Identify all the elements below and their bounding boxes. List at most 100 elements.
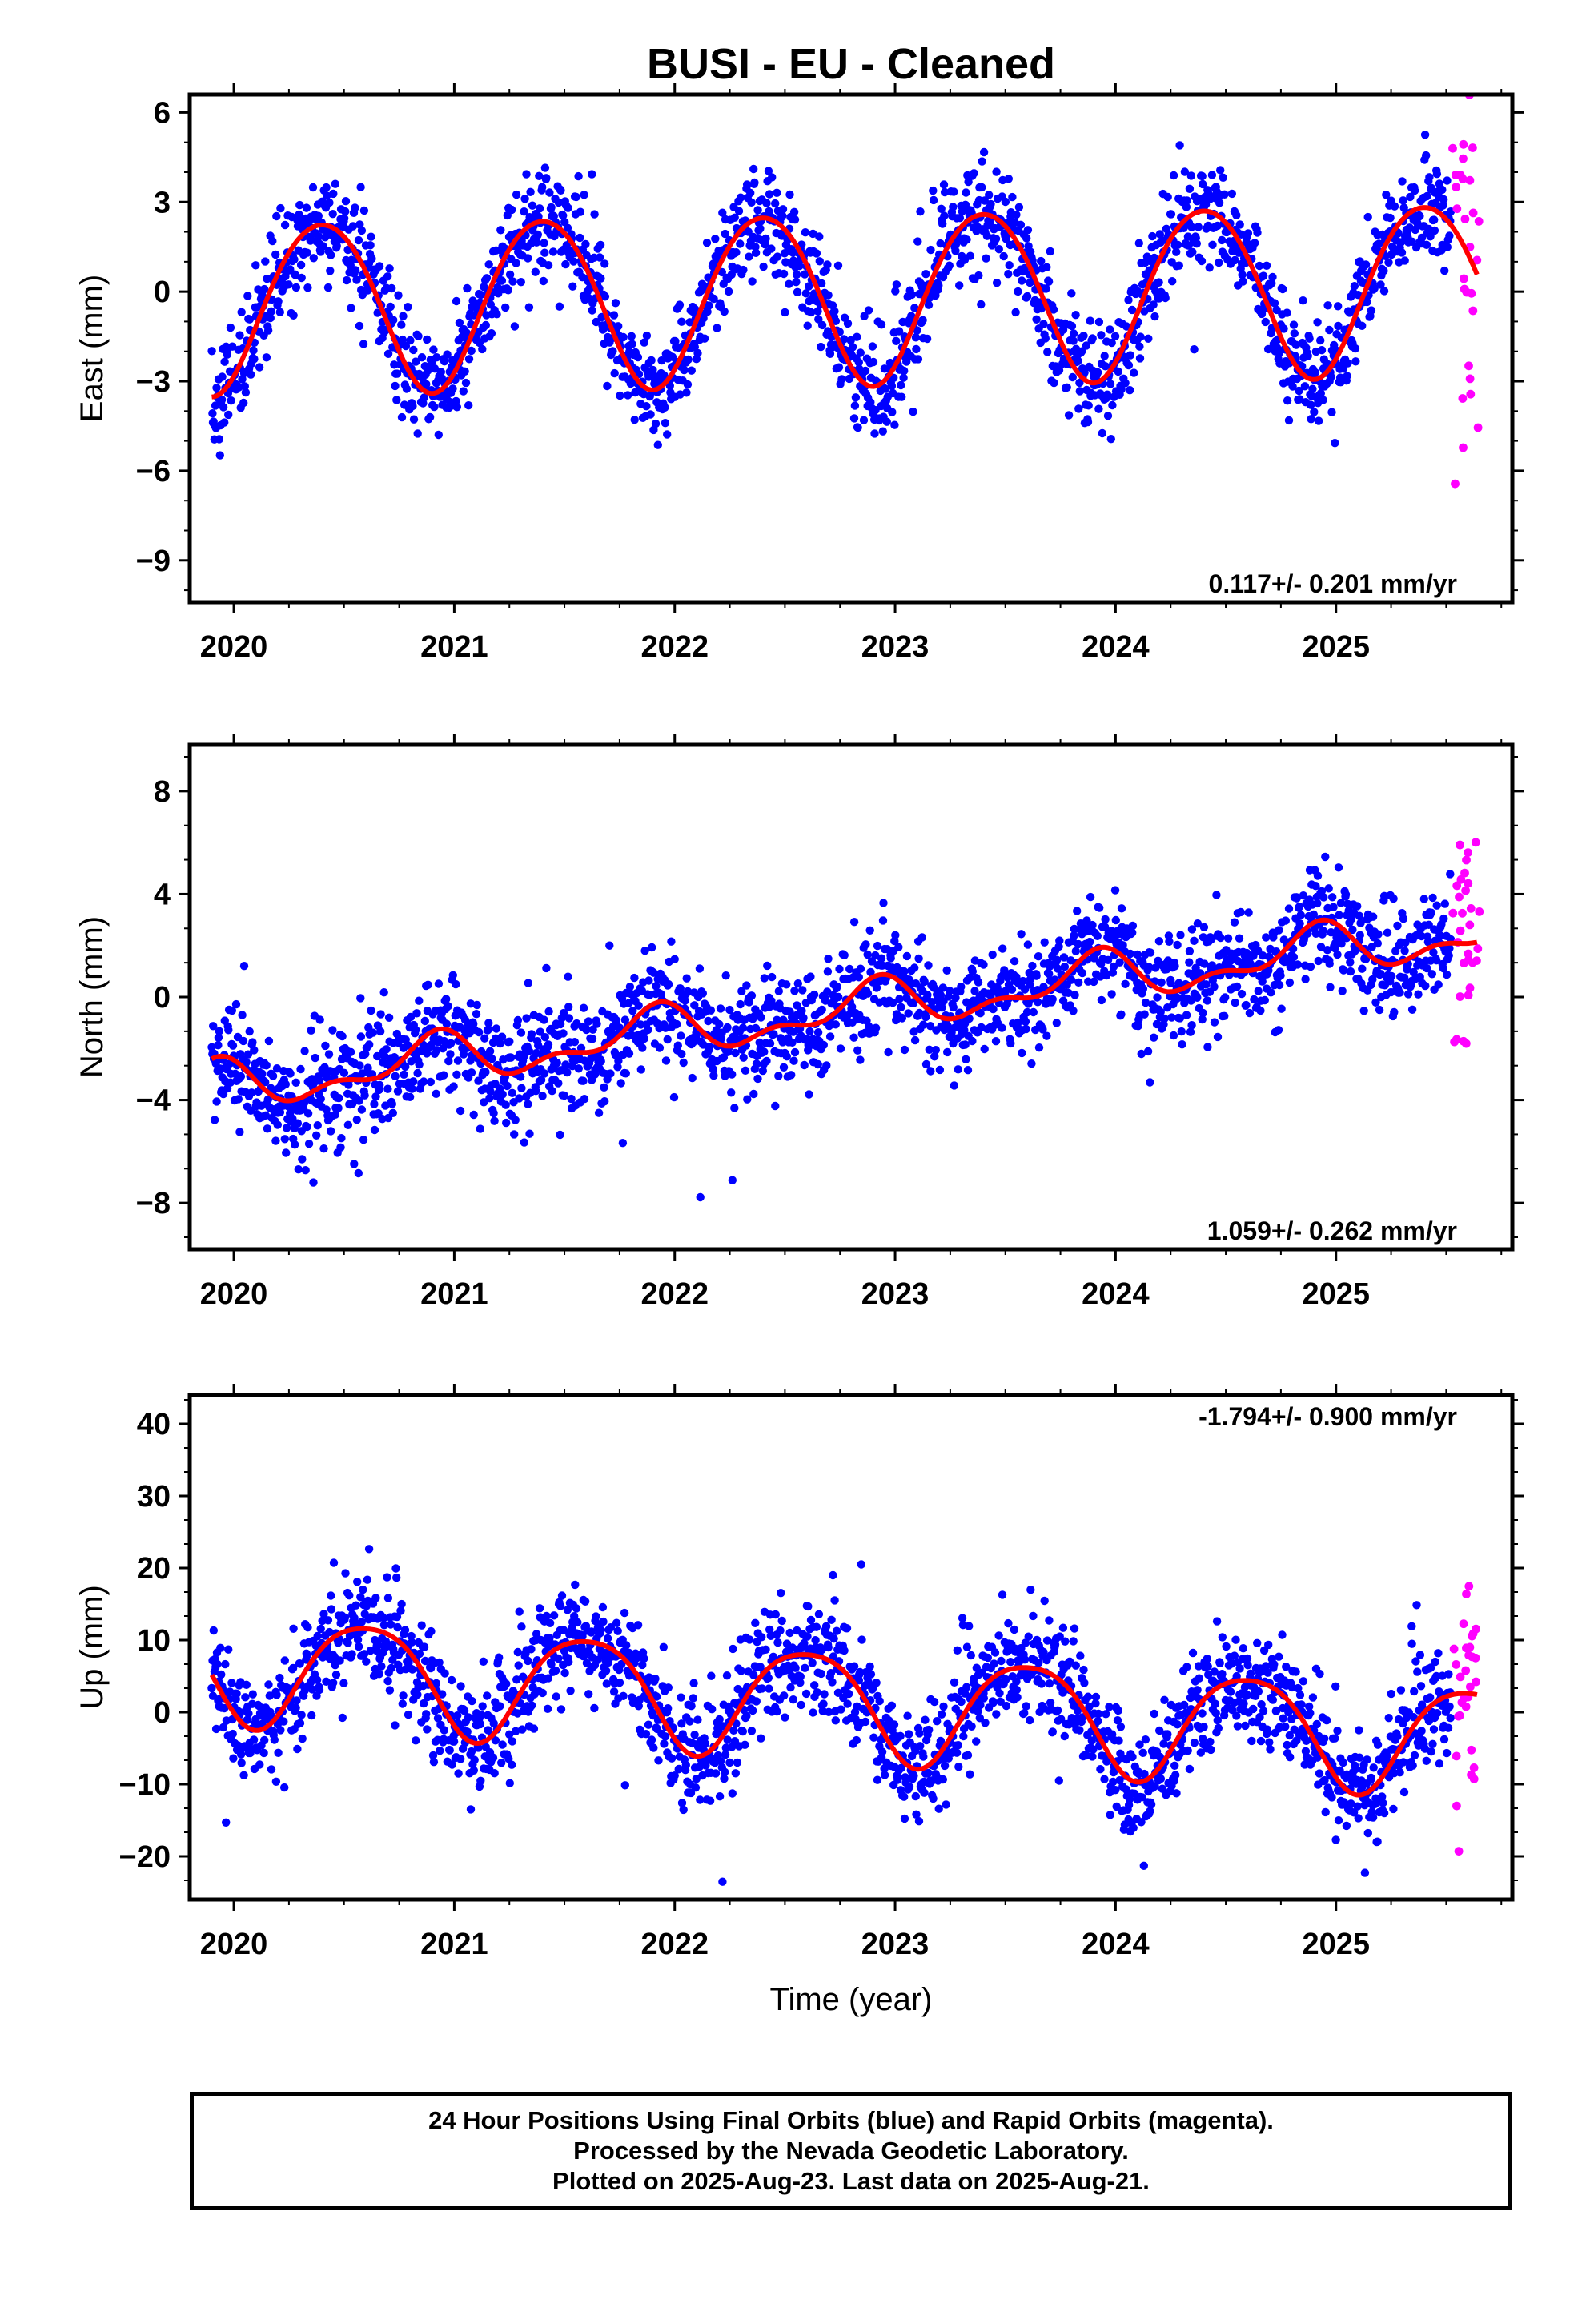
east-final-point (533, 230, 542, 239)
north-final-point (1335, 911, 1343, 919)
up-final-point (554, 1654, 563, 1663)
up-final-point (267, 1765, 276, 1774)
north-final-point (910, 963, 919, 972)
north-final-point (263, 1095, 272, 1104)
east-final-point (1194, 223, 1203, 231)
up-final-point (502, 1679, 511, 1688)
north-final-point (1066, 975, 1076, 984)
north-final-point (375, 1080, 384, 1090)
east-final-point (1075, 378, 1084, 388)
north-final-point (1000, 966, 1009, 975)
up-final-point (335, 1656, 344, 1665)
up-plot-area (207, 1545, 1480, 1886)
east-final-point (1300, 382, 1310, 391)
north-final-point (1156, 1007, 1165, 1016)
east-final-point (1103, 412, 1113, 420)
east-final-point (864, 306, 873, 315)
east-final-point (275, 308, 284, 316)
up-final-point (488, 1753, 498, 1763)
north-final-point (765, 1039, 775, 1048)
north-final-point (1107, 990, 1116, 999)
east-final-point (215, 435, 223, 444)
up-final-point (221, 1659, 230, 1669)
north-final-point (923, 991, 932, 999)
east-final-point (1042, 284, 1050, 293)
east-final-point (1384, 258, 1393, 267)
east-final-point (1041, 334, 1050, 343)
north-final-point (1324, 884, 1333, 893)
north-final-point (574, 1064, 583, 1073)
north-final-point (1223, 934, 1233, 943)
east-final-point (308, 183, 318, 192)
east-final-point (1311, 368, 1320, 377)
east-final-point (1071, 311, 1080, 320)
east-final-point (859, 416, 869, 424)
east-final-point (1186, 171, 1196, 180)
north-final-point (296, 1064, 305, 1074)
east-final-point (342, 275, 351, 285)
north-final-point (1373, 939, 1383, 948)
up-final-point (224, 1645, 233, 1654)
up-final-point (408, 1665, 417, 1674)
north-final-point (488, 1055, 496, 1063)
north-final-point (511, 1116, 520, 1124)
east-final-point (663, 430, 672, 439)
north-final-point (298, 1155, 307, 1164)
east-final-point (303, 283, 312, 292)
up-final-point (272, 1691, 281, 1699)
north-rapid-point (1471, 838, 1480, 847)
north-final-point (1293, 960, 1303, 969)
north-final-point (743, 1095, 752, 1104)
north-final-point (579, 1003, 588, 1012)
north-final-point (673, 1041, 682, 1050)
north-final-point (628, 1007, 637, 1015)
east-rapid-point (1474, 217, 1484, 226)
north-final-point (886, 954, 895, 963)
north-final-point (1419, 895, 1429, 903)
north-final-point (1213, 1032, 1223, 1042)
east-final-point (992, 167, 1001, 176)
up-final-point (339, 1679, 348, 1687)
east-final-point (690, 343, 699, 352)
east-final-point (619, 332, 628, 342)
north-final-point (245, 1027, 254, 1036)
east-final-point (1410, 186, 1419, 195)
north-final-point (960, 1026, 969, 1035)
east-final-point (404, 303, 412, 312)
east-rapid-point (1465, 374, 1475, 384)
north-final-point (498, 1090, 507, 1099)
east-final-point (572, 192, 580, 202)
north-final-point (584, 1017, 593, 1026)
north-final-point (1295, 919, 1304, 928)
north-final-point (1029, 1007, 1038, 1017)
east-final-point (980, 196, 990, 205)
east-ytick-label: 6 (154, 96, 171, 130)
north-final-point (373, 1051, 382, 1061)
chart-title: BUSI - EU - Cleaned (647, 40, 1055, 88)
north-final-point (805, 1090, 813, 1099)
east-final-point (1097, 331, 1106, 340)
north-final-point (564, 1014, 574, 1023)
north-final-point (542, 963, 551, 973)
north-final-point (1262, 933, 1271, 942)
east-final-point (1323, 301, 1332, 310)
east-final-point (815, 232, 824, 241)
east-final-point (539, 276, 548, 286)
north-final-point (1034, 952, 1043, 961)
north-final-point (291, 1078, 300, 1088)
east-rapid-point (1459, 139, 1468, 149)
up-final-point (542, 1611, 551, 1621)
north-final-point (1216, 933, 1225, 943)
north-final-point (1319, 927, 1327, 935)
north-final-point (354, 1168, 363, 1178)
north-final-point (790, 987, 799, 995)
up-final-point (463, 1727, 472, 1736)
east-final-point (1208, 240, 1217, 249)
east-final-point (1218, 235, 1227, 245)
east-final-point (687, 366, 696, 375)
east-final-point (1043, 348, 1052, 356)
east-final-point (795, 262, 804, 271)
north-final-point (1086, 892, 1095, 902)
north-final-point (444, 1002, 452, 1011)
north-final-point (891, 931, 900, 940)
